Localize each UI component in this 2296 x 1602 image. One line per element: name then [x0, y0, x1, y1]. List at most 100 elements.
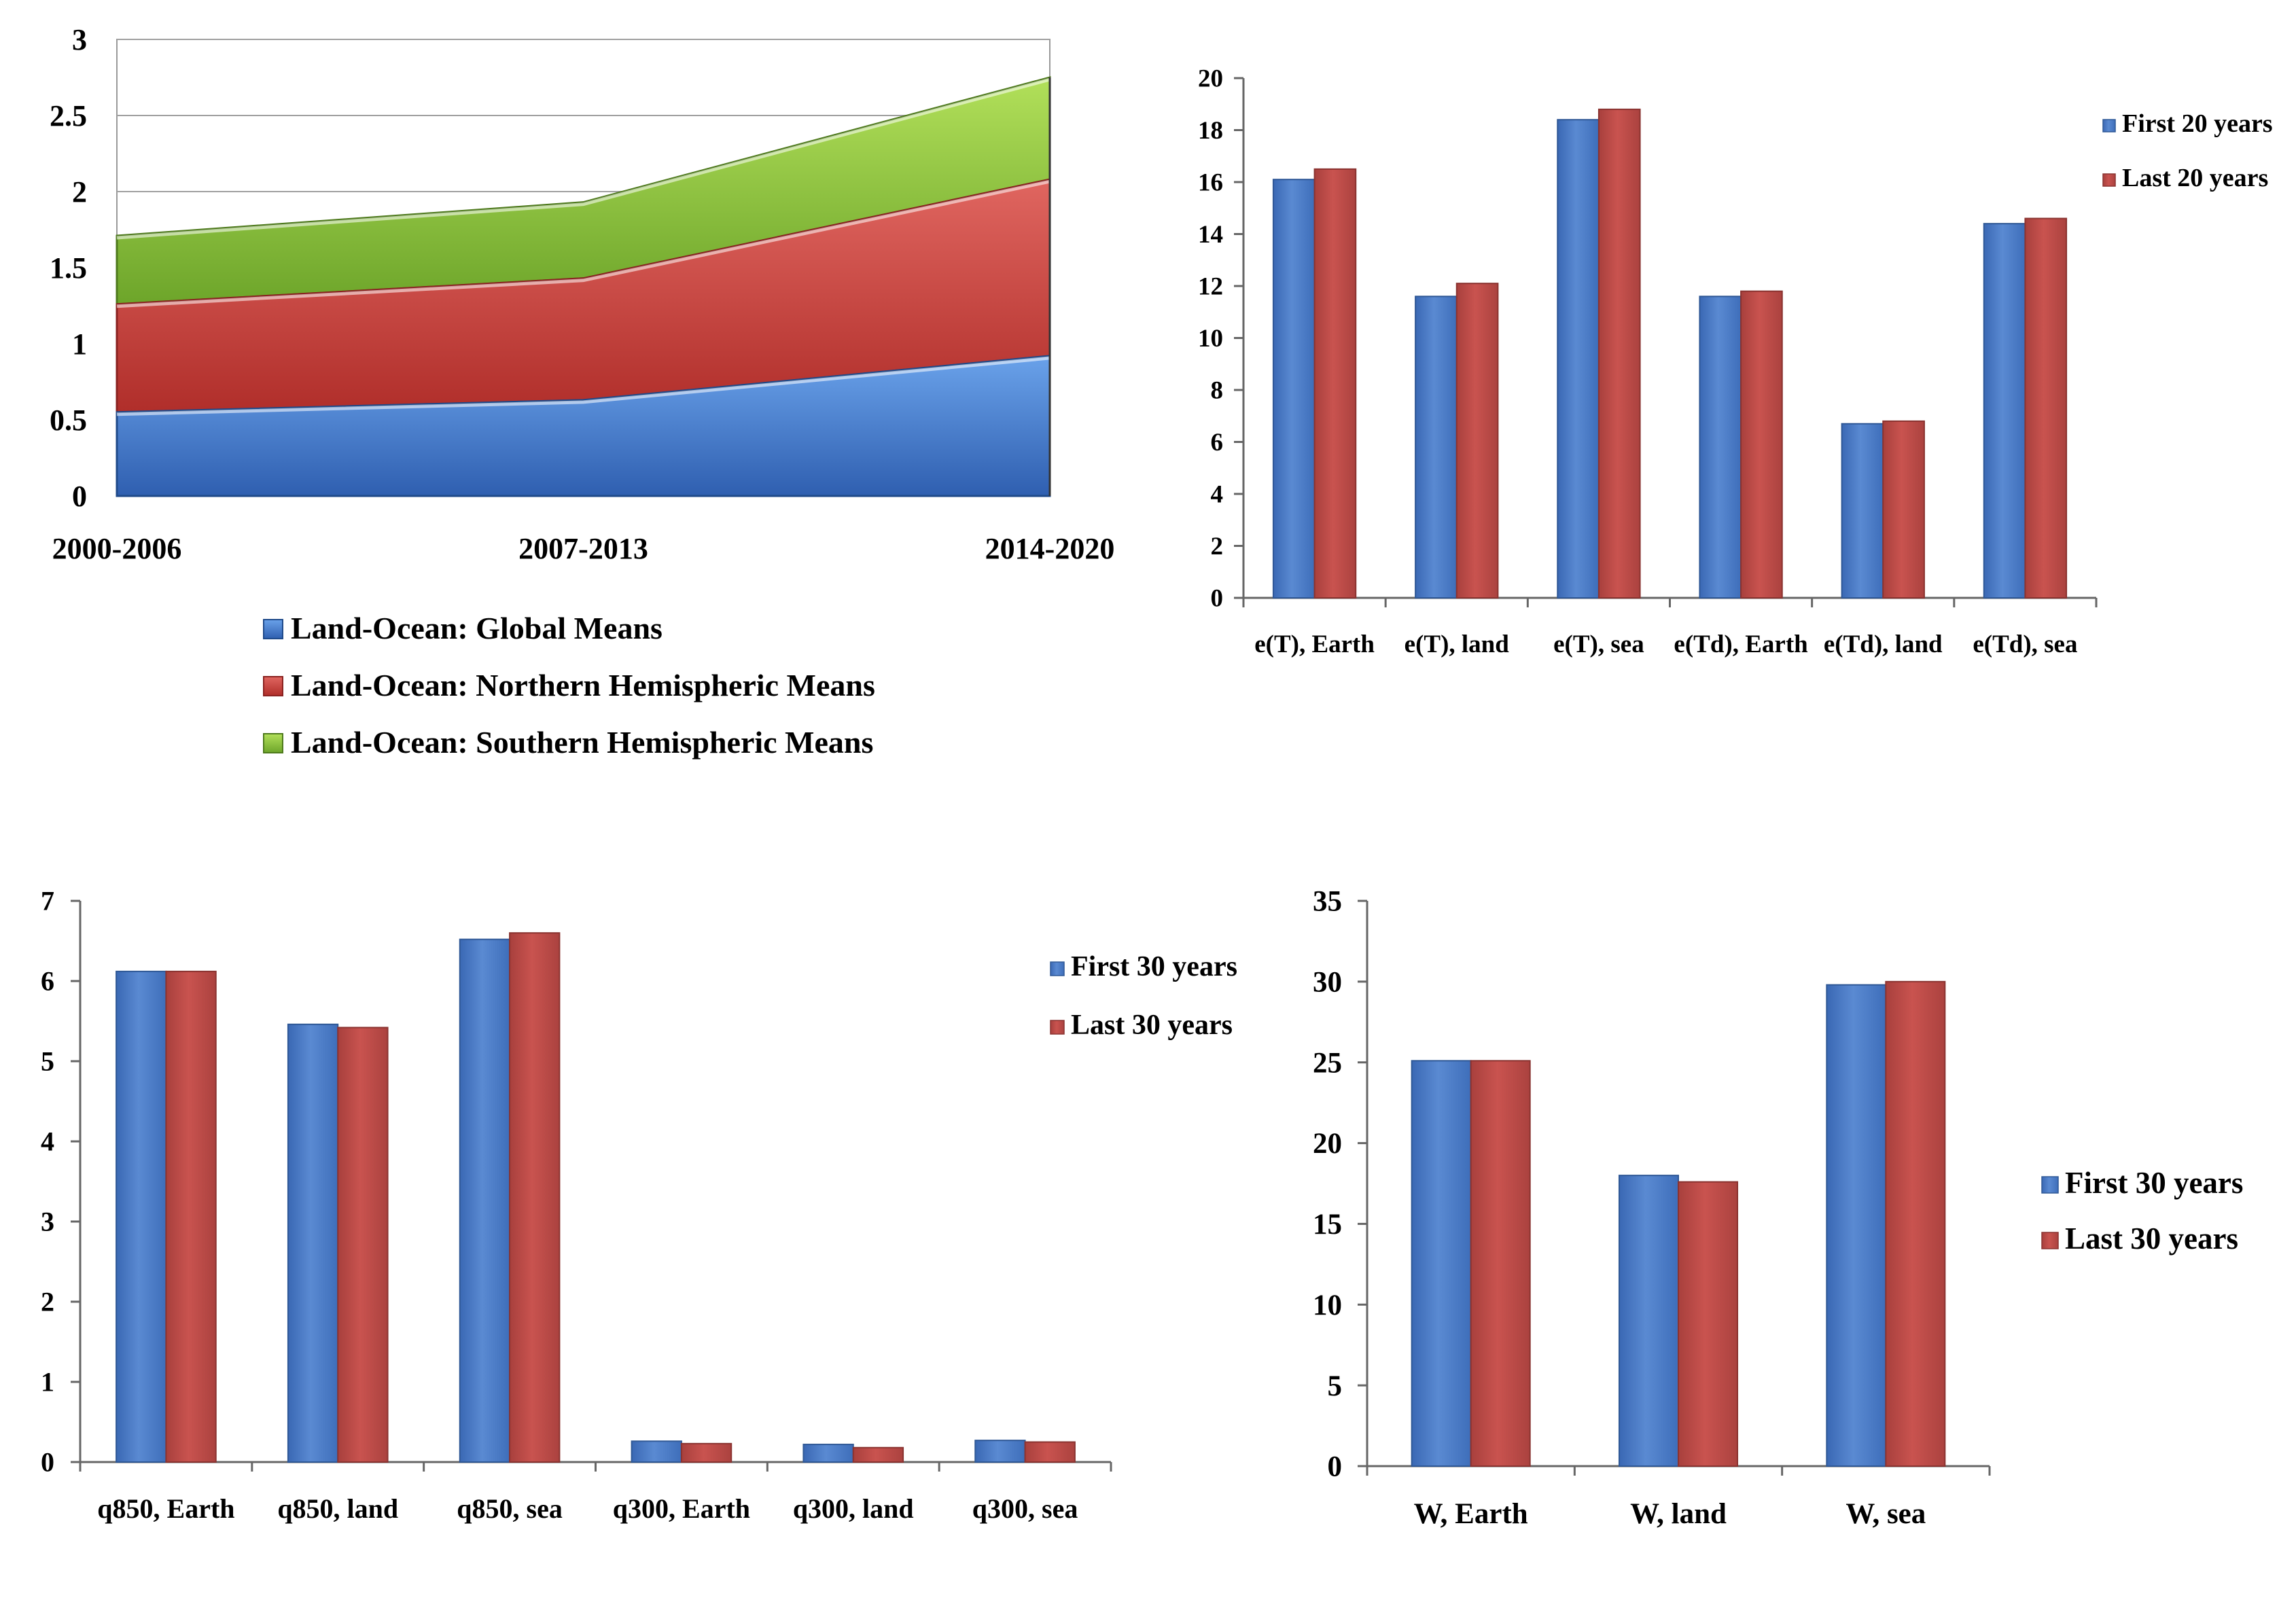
y-tick-label: 4	[41, 1126, 54, 1157]
y-tick-label: 18	[1198, 117, 1223, 145]
bar-last-20-years-e-t-earth	[1313, 168, 1357, 599]
bar-last-30-years-q850-sea	[509, 932, 561, 1463]
y-tick-label: 30	[1313, 966, 1342, 998]
legend-label-first-20-years: First 20 years	[2122, 109, 2273, 138]
x-tick-label: 2000-2006	[52, 532, 182, 565]
bar-first-30-years-q300-earth	[631, 1440, 682, 1463]
bar-first-20-years-e-td-earth	[1699, 296, 1742, 599]
y-tick-label: 8	[1211, 377, 1224, 405]
y-tick-label: 3	[72, 23, 87, 56]
y-tick-label: 5	[41, 1046, 54, 1077]
legend-swatch-last-30-years	[1050, 1020, 1065, 1035]
y-tick-label: 0	[1211, 585, 1224, 613]
legend-swatch-first-30-years	[1050, 961, 1065, 976]
bar-last-20-years-e-t-sea	[1597, 108, 1641, 599]
y-tick-label: 2	[72, 175, 87, 209]
legend-label-last-30-years: Last 30 years	[1071, 1010, 1233, 1041]
y-tick-label: 3	[41, 1207, 54, 1237]
x-tick-label: W, land	[1630, 1498, 1727, 1530]
x-tick-label: q850, Earth	[97, 1493, 234, 1524]
y-tick-label: 1.5	[50, 251, 87, 285]
legend-label-last-20-years: Last 20 years	[2122, 164, 2268, 192]
bar-first-30-years-w-earth	[1411, 1060, 1472, 1467]
bar-first-20-years-e-td-sea	[1983, 223, 2026, 599]
x-tick-label: W, sea	[1845, 1498, 1926, 1530]
bar-last-20-years-e-td-sea	[2024, 217, 2068, 599]
legend-label-land-ocean-global-means: Land-Ocean: Global Means	[291, 611, 663, 645]
bar-last-30-years-q300-sea	[1024, 1441, 1076, 1463]
x-tick-label: e(Td), sea	[1973, 630, 2077, 658]
y-tick-label: 2.5	[50, 99, 87, 132]
y-tick-label: 6	[41, 966, 54, 997]
legend-label-last-30-years: Last 30 years	[2065, 1222, 2238, 1256]
y-tick-label: 0	[41, 1447, 54, 1478]
legend-swatch-land-ocean-northern-hemispheric-means	[263, 676, 283, 696]
bar-last-30-years-w-land	[1678, 1181, 1739, 1467]
bar-last-20-years-e-t-land	[1455, 283, 1499, 599]
x-tick-label: q850, land	[277, 1493, 398, 1524]
area-chart-land-ocean: 0 0.5 1 1.5 2 2.5 3 2000-2006 2007-2013 2014-2020…	[50, 23, 1114, 760]
y-tick-label: 6	[1211, 429, 1224, 457]
y-tick-label: 0	[72, 480, 87, 513]
y-tick-label: 0	[1328, 1451, 1343, 1483]
legend-swatch-first-30-years	[2041, 1176, 2059, 1194]
bar-chart-specific-humidity: 0 1 2 3 4 5 6 7 q850, Earth q850, land q850, sea q3…	[41, 886, 1237, 1524]
y-tick-label: 12	[1198, 273, 1223, 301]
legend-label-first-30-years: First 30 years	[1071, 951, 1237, 982]
y-tick-label: 15	[1313, 1209, 1342, 1241]
legend-swatch-last-20-years	[2102, 173, 2116, 187]
legend-label-land-ocean-northern-hemispheric-means: Land-Ocean: Northern Hemispheric Means	[291, 668, 875, 702]
x-tick-label: e(Td), land	[1824, 630, 1943, 658]
x-tick-label: W, Earth	[1414, 1498, 1528, 1530]
bar-last-30-years-w-sea	[1885, 980, 1946, 1467]
area-highlight	[116, 356, 1050, 416]
y-tick-label: 0.5	[50, 404, 87, 437]
y-tick-label: 10	[1313, 1289, 1342, 1321]
area-highlight	[116, 179, 1050, 308]
y-tick-label: 25	[1313, 1047, 1342, 1079]
y-tick-label: 1	[41, 1367, 54, 1398]
y-tick-label: 35	[1313, 886, 1342, 918]
y-tick-label: 14	[1198, 221, 1223, 249]
legend-label-land-ocean-southern-hemispheric-means: Land-Ocean: Southern Hemispheric Means	[291, 725, 873, 760]
legend-swatch-land-ocean-southern-hemispheric-means	[263, 733, 283, 753]
bar-first-30-years-q850-land	[287, 1023, 339, 1463]
bar-first-20-years-e-t-land	[1415, 296, 1458, 599]
bar-last-30-years-q300-earth	[680, 1442, 732, 1463]
legend-swatch-last-30-years	[2041, 1232, 2059, 1249]
y-tick-label: 7	[41, 886, 54, 916]
bar-first-30-years-q300-land	[802, 1444, 854, 1463]
x-tick-label: q300, sea	[972, 1493, 1078, 1524]
bar-last-20-years-e-td-earth	[1740, 290, 1783, 599]
bar-first-30-years-q850-earth	[116, 970, 167, 1463]
y-tick-label: 16	[1198, 169, 1223, 197]
y-tick-label: 20	[1313, 1128, 1342, 1160]
y-tick-label: 1	[72, 327, 87, 361]
legend-label-first-30-years: First 30 years	[2065, 1166, 2243, 1200]
y-tick-label: 5	[1328, 1370, 1343, 1402]
bar-first-30-years-q850-sea	[459, 938, 511, 1463]
x-tick-label: 2014-2020	[985, 532, 1115, 565]
area-highlight	[116, 77, 1050, 240]
x-tick-label: q300, land	[793, 1493, 914, 1524]
x-tick-label: e(T), Earth	[1254, 630, 1375, 658]
x-tick-label: e(T), land	[1405, 630, 1510, 658]
bar-first-30-years-w-sea	[1826, 984, 1887, 1467]
bar-chart-vapor-pressure: 0 2 4 6 8 10 12 14 16 18 20 e(T), Earth e(T), land e(…	[1198, 65, 2273, 658]
y-tick-label: 2	[41, 1287, 54, 1317]
legend-swatch-first-20-years	[2102, 119, 2116, 132]
bar-last-20-years-e-td-land	[1882, 420, 1925, 599]
y-tick-label: 2	[1211, 533, 1224, 560]
x-tick-label: e(Td), Earth	[1674, 630, 1808, 658]
x-tick-label: e(T), sea	[1553, 630, 1644, 658]
bar-first-30-years-q300-sea	[974, 1440, 1026, 1463]
bar-first-20-years-e-t-sea	[1557, 119, 1600, 599]
bar-last-30-years-q300-land	[852, 1446, 904, 1463]
bar-chart-precipitable-water: 0 5 10 15 20 25 30 35 W, Earth W, land W, sea First…	[1313, 886, 2243, 1530]
y-tick-label: 4	[1211, 481, 1224, 509]
x-tick-label: 2007-2013	[518, 532, 648, 565]
bar-last-30-years-w-earth	[1470, 1060, 1531, 1467]
y-tick-label: 20	[1198, 65, 1223, 93]
bar-last-30-years-q850-earth	[165, 970, 217, 1463]
